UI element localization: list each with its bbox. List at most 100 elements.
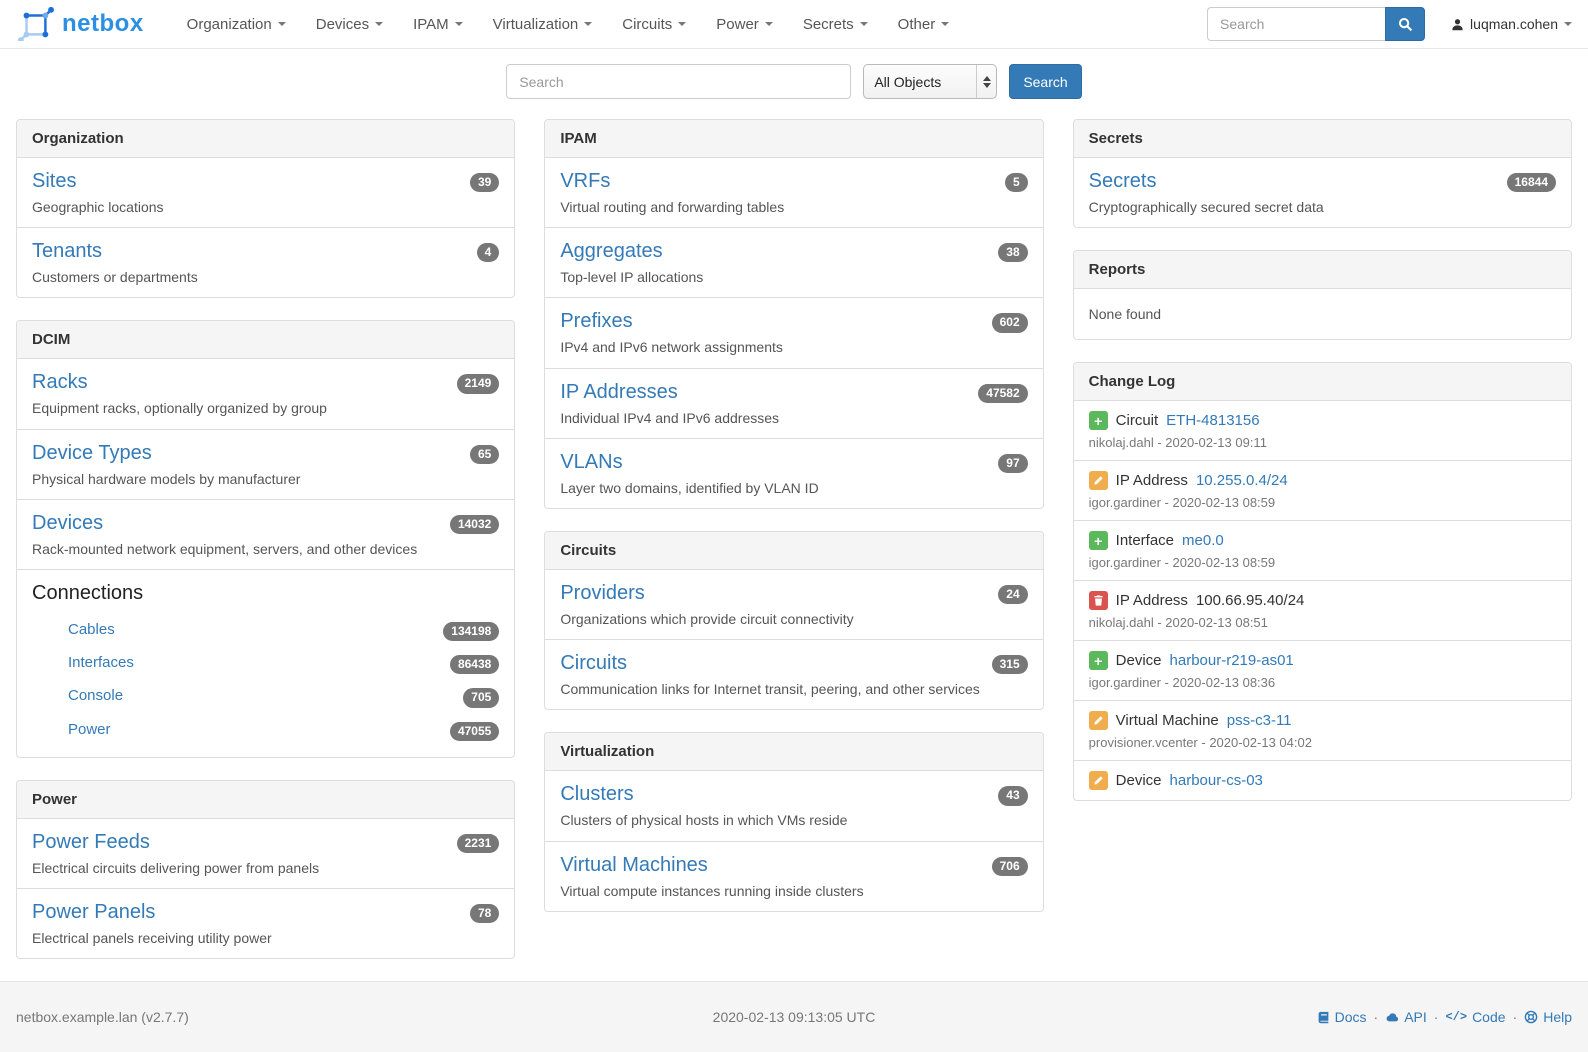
item-description: Clusters of physical hosts in which VMs … — [560, 812, 848, 829]
panel-title: Circuits — [545, 531, 1043, 570]
nav-item-devices[interactable]: Devices — [301, 0, 398, 49]
nav-item-secrets[interactable]: Secrets — [788, 0, 883, 49]
nav-item-power[interactable]: Power — [701, 0, 788, 49]
tenants-link[interactable]: Tenants — [32, 240, 103, 263]
providers-link[interactable]: Providers — [560, 581, 645, 604]
aggregates-link[interactable]: Aggregates — [560, 240, 663, 263]
vrfs-link[interactable]: VRFs — [560, 170, 611, 192]
reports-empty-message: None found — [1088, 306, 1162, 323]
count-badge: 14032 — [449, 514, 500, 534]
sites-link[interactable]: Sites — [32, 170, 77, 192]
power-connections-link[interactable]: Power — [68, 720, 111, 738]
netbox-logo[interactable]: netbox — [16, 7, 144, 41]
changelog-entry: + Circuit ETH-4813156 nikolaj.dahl - 202… — [1074, 401, 1571, 460]
create-icon: + — [1088, 531, 1108, 551]
virtual-machines-link[interactable]: Virtual Machines — [560, 853, 708, 876]
username: luqman.cohen — [1470, 16, 1558, 32]
count-badge: 78 — [469, 903, 500, 924]
footer-link-label: API — [1404, 1009, 1427, 1026]
count-badge: 39 — [469, 173, 500, 193]
clusters-link[interactable]: Clusters — [560, 783, 634, 806]
cables-link[interactable]: Cables — [68, 621, 115, 639]
changelog-object-link[interactable]: harbour-r219-as01 — [1169, 652, 1294, 670]
nav-item-ipam[interactable]: IPAM — [398, 0, 478, 49]
list-item-connections: Connections Cables 134198 Interfaces 86438… — [17, 568, 515, 757]
count-badge: 65 — [469, 444, 500, 464]
changelog-object-link[interactable]: me0.0 — [1182, 532, 1224, 550]
nav-item-other[interactable]: Other — [883, 0, 965, 49]
item-description: Individual IPv4 and IPv6 addresses — [560, 409, 780, 426]
help-link[interactable]: Help — [1524, 1009, 1572, 1025]
nav-item-circuits[interactable]: Circuits — [607, 0, 701, 49]
racks-link[interactable]: Racks — [32, 371, 88, 394]
list-item-racks: Racks 2149 Equipment racks, optionally or… — [17, 359, 514, 428]
list-item-providers: Providers 24 Organizations which provide … — [545, 570, 1042, 639]
nav-item-organization[interactable]: Organization — [172, 0, 301, 49]
panel-secrets: Secrets Secrets 16844 Cryptographically s… — [1072, 119, 1572, 229]
nav-item-virtualization[interactable]: Virtualization — [478, 0, 608, 49]
select-spinner-icon — [976, 65, 996, 98]
changelog-meta: nikolaj.dahl - 2020-02-13 09:11 — [1088, 435, 1267, 451]
nav-item-label: Power — [716, 15, 759, 33]
global-search-input[interactable] — [506, 64, 852, 99]
power-feeds-link[interactable]: Power Feeds — [32, 830, 150, 853]
top-navbar: netbox Organization Devices IPAM Virtual… — [0, 0, 1588, 49]
search-scope-select[interactable]: All Objects — [863, 64, 998, 99]
devices-link[interactable]: Devices — [32, 511, 104, 534]
count-badge: 47582 — [978, 383, 1028, 403]
console-link[interactable]: Console — [68, 687, 124, 705]
changelog-meta: igor.gardiner - 2020-02-13 08:36 — [1088, 675, 1276, 691]
caret-down-icon — [277, 22, 286, 26]
list-item-circuits: Circuits 315 Communication links for Inte… — [545, 639, 1043, 709]
footer-hostname: netbox.example.lan (v2.7.7) — [16, 1009, 189, 1026]
changelog-object-type: IP Address — [1115, 472, 1188, 490]
api-link[interactable]: API — [1385, 1009, 1427, 1025]
changelog-object-type: Circuit — [1115, 412, 1159, 430]
changelog-entry: Virtual Machine pss-c3-11 provisioner.vc… — [1073, 700, 1571, 760]
circuits-link[interactable]: Circuits — [560, 652, 627, 675]
list-item-devices: Devices 14032 Rack-mounted network equipm… — [17, 498, 515, 569]
caret-down-icon — [859, 22, 868, 26]
connection-row-cables: Cables 134198 — [32, 613, 500, 646]
create-icon: + — [1088, 651, 1108, 671]
item-description: Geographic locations — [32, 199, 164, 215]
device-types-link[interactable]: Device Types — [32, 441, 152, 464]
vlans-link[interactable]: VLANs — [560, 450, 623, 473]
user-menu[interactable]: luqman.cohen — [1451, 16, 1572, 32]
changelog-object-link[interactable]: pss-c3-11 — [1226, 712, 1292, 730]
power-panels-link[interactable]: Power Panels — [32, 900, 156, 923]
panel-circuits: Circuits Providers 24 Organizations which… — [544, 530, 1044, 711]
list-item-device-types: Device Types 65 Physical hardware models … — [17, 428, 515, 499]
code-link[interactable]: </> Code — [1445, 1009, 1505, 1025]
item-description: Customers or departments — [32, 269, 198, 286]
list-item-power-panels: Power Panels 78 Electrical panels receivi… — [17, 887, 515, 958]
list-item-vrfs: VRFs 5 Virtual routing and forwarding tab… — [545, 158, 1042, 227]
count-badge: 43 — [998, 786, 1028, 806]
changelog-entry: + Device harbour-r219-as01 igor.gardiner… — [1073, 640, 1571, 700]
edit-icon — [1088, 771, 1108, 791]
column-right: Secrets Secrets 16844 Cryptographically s… — [1072, 119, 1572, 823]
nav-item-label: Organization — [186, 15, 272, 33]
navbar-search-input[interactable] — [1207, 7, 1386, 41]
changelog-object-link[interactable]: harbour-cs-03 — [1169, 772, 1263, 790]
global-search-button[interactable]: Search — [1009, 64, 1082, 99]
count-badge: 86438 — [449, 655, 500, 675]
prefixes-link[interactable]: Prefixes — [560, 310, 633, 333]
navbar-search-button[interactable] — [1385, 7, 1426, 41]
ip-addresses-link[interactable]: IP Addresses — [560, 380, 678, 403]
list-item-sites: Sites 39 Geographic locations — [17, 158, 514, 227]
panel-ipam: IPAM VRFs 5 Virtual routing and forwardin… — [544, 119, 1044, 509]
secrets-link[interactable]: Secrets — [1088, 170, 1157, 192]
footer-timestamp: 2020-02-13 09:13:05 UTC — [712, 1009, 876, 1026]
changelog-object-link[interactable]: ETH-4813156 — [1166, 412, 1260, 430]
panel-title: Change Log — [1073, 363, 1571, 402]
docs-link[interactable]: Docs — [1317, 1009, 1367, 1025]
interfaces-link[interactable]: Interfaces — [68, 654, 134, 672]
item-description: Virtual routing and forwarding tables — [560, 199, 785, 215]
list-item-power-feeds: Power Feeds 2231 Electrical circuits deli… — [17, 819, 514, 888]
item-description: Electrical panels receiving utility powe… — [32, 929, 272, 946]
dashboard: Organization Sites 39 Geographic location… — [0, 119, 1588, 981]
changelog-object-link[interactable]: 10.255.0.4/24 — [1195, 472, 1288, 490]
panel-title: Virtualization — [545, 733, 1043, 772]
footer: netbox.example.lan (v2.7.7) 2020-02-13 0… — [0, 981, 1588, 1052]
